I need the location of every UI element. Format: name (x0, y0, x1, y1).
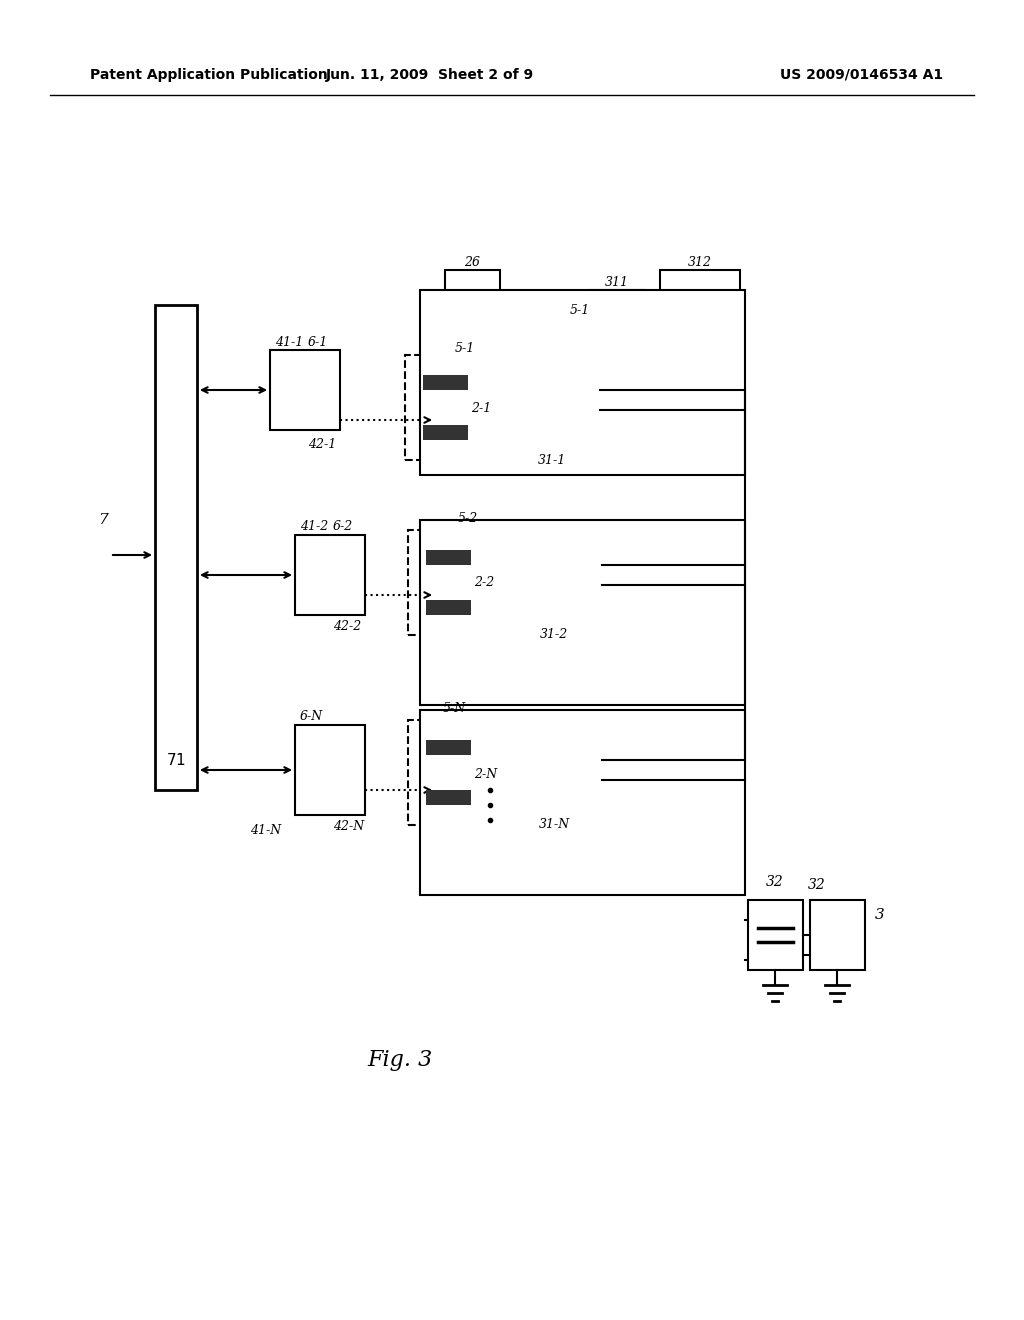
Bar (426, 741, 471, 755)
Text: 3: 3 (874, 908, 885, 921)
Text: Patent Application Publication: Patent Application Publication (90, 69, 328, 82)
Bar (295, 535, 365, 615)
Bar (426, 550, 471, 565)
Text: 311: 311 (605, 276, 629, 289)
Text: 5-1: 5-1 (455, 342, 475, 355)
Text: 31-2: 31-2 (540, 628, 568, 642)
Text: 42-N: 42-N (333, 821, 365, 833)
Bar (445, 271, 500, 315)
Bar (810, 900, 865, 970)
Text: 41-1: 41-1 (275, 335, 303, 348)
Text: 5-1: 5-1 (570, 304, 590, 317)
Text: 7: 7 (98, 513, 108, 527)
Bar (426, 545, 471, 620)
Bar (420, 710, 745, 895)
Text: 31-N: 31-N (539, 818, 569, 832)
Text: 6-N: 6-N (300, 710, 324, 723)
Text: 2-1: 2-1 (471, 401, 492, 414)
Text: 5-2: 5-2 (458, 511, 478, 524)
Text: 312: 312 (688, 256, 712, 268)
Bar (748, 900, 803, 970)
Bar (423, 425, 468, 440)
Bar (270, 350, 340, 430)
Text: 32: 32 (808, 878, 825, 892)
Text: 2-2: 2-2 (474, 577, 495, 590)
Text: Jun. 11, 2009  Sheet 2 of 9: Jun. 11, 2009 Sheet 2 of 9 (326, 69, 535, 82)
Text: 41-N: 41-N (250, 824, 282, 837)
Bar (295, 725, 365, 814)
Text: 42-1: 42-1 (308, 438, 336, 451)
Text: 31-1: 31-1 (538, 454, 566, 466)
Text: 41-2: 41-2 (300, 520, 329, 533)
Bar (420, 520, 745, 705)
Bar (420, 290, 745, 475)
Bar (406, 355, 510, 459)
Bar (522, 719, 587, 810)
Bar (522, 531, 587, 620)
Bar (520, 360, 585, 450)
Text: 5-N: 5-N (443, 701, 466, 714)
Bar (660, 271, 740, 300)
Text: 6-2: 6-2 (333, 520, 353, 533)
Text: 32: 32 (766, 875, 783, 888)
Bar (423, 375, 468, 389)
Bar (408, 531, 513, 635)
Text: 26: 26 (464, 256, 480, 268)
Bar (423, 370, 468, 445)
Text: $\mathit{71}$: $\mathit{71}$ (166, 752, 186, 768)
Bar (426, 789, 471, 805)
Bar (155, 305, 197, 789)
Text: Fig. 3: Fig. 3 (368, 1049, 432, 1071)
Text: 42-2: 42-2 (333, 620, 361, 634)
Text: 6-1: 6-1 (308, 335, 329, 348)
Bar (426, 601, 471, 615)
Text: US 2009/0146534 A1: US 2009/0146534 A1 (780, 69, 943, 82)
Bar (408, 719, 513, 825)
Text: 2-N: 2-N (474, 768, 498, 781)
Bar (590, 290, 645, 335)
Bar (426, 735, 471, 810)
